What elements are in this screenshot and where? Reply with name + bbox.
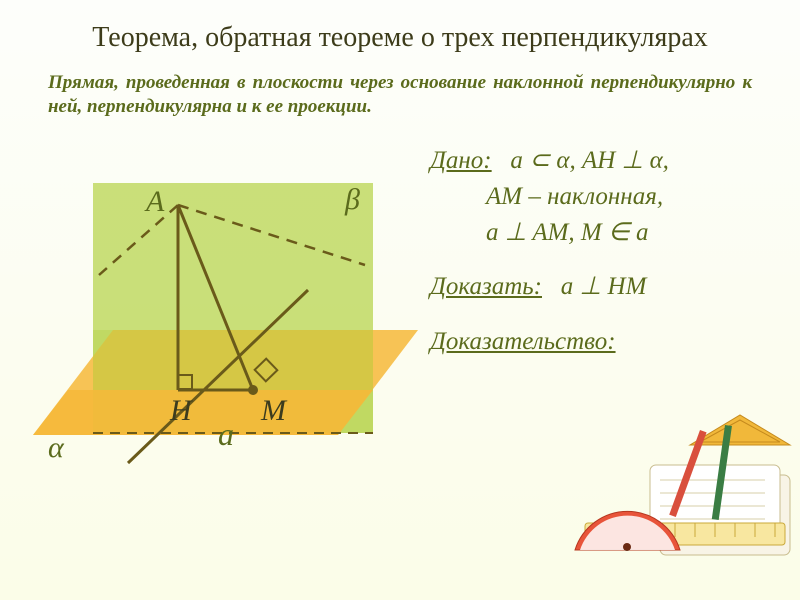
svg-text:α: α [48, 431, 65, 464]
theorem-statement: Прямая, проведенная в плоскости через ос… [0, 67, 800, 135]
prove-block: Доказать: a ⊥ HM [430, 269, 790, 305]
given-label: Дано: [430, 147, 492, 174]
svg-text:β: β [344, 183, 360, 216]
given-block: Дано: a ⊂ α, AH ⊥ α, АM – наклонная, a ⊥… [430, 143, 790, 252]
prove-label: Доказать: [430, 273, 542, 300]
svg-text:A: A [144, 185, 165, 218]
prove-text: a ⊥ HM [561, 273, 647, 300]
content-area: Aβ H Ma α Дано: a ⊂ α, AH ⊥ α, АM – наклонн… [0, 135, 800, 555]
given-line3: a ⊥ AM, M ∈ a [430, 215, 790, 251]
geometry-diagram: Aβ H Ma α [18, 135, 418, 515]
proof-text: Дано: a ⊂ α, AH ⊥ α, АM – наклонная, a ⊥… [430, 143, 790, 378]
given-line1 [498, 147, 511, 174]
svg-text:M: M [260, 394, 288, 427]
proof-label: Доказательство: [430, 328, 616, 355]
proof-block: Доказательство: [430, 324, 790, 360]
given-line2: АM – наклонная, [430, 179, 790, 215]
slide-title: Теорема, обратная теореме о трех перпенд… [0, 0, 800, 67]
svg-text:H: H [169, 394, 194, 427]
svg-text:a: a [218, 416, 234, 452]
stationery-icon [550, 405, 800, 565]
